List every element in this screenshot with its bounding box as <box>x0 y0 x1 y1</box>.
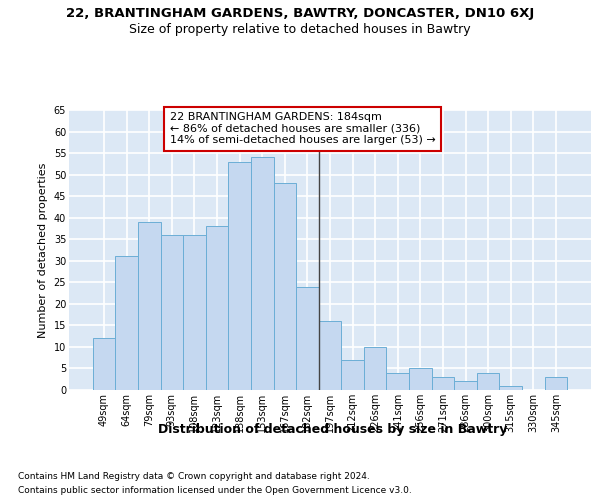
Bar <box>545 377 567 390</box>
Y-axis label: Number of detached properties: Number of detached properties <box>38 162 48 338</box>
Bar <box>454 382 477 390</box>
Bar <box>138 222 161 390</box>
Bar <box>386 373 409 390</box>
Bar <box>477 373 499 390</box>
Bar <box>251 158 274 390</box>
Text: Size of property relative to detached houses in Bawtry: Size of property relative to detached ho… <box>129 22 471 36</box>
Text: Distribution of detached houses by size in Bawtry: Distribution of detached houses by size … <box>158 422 508 436</box>
Bar <box>115 256 138 390</box>
Bar <box>183 235 206 390</box>
Bar <box>341 360 364 390</box>
Bar <box>319 321 341 390</box>
Bar <box>161 235 183 390</box>
Bar <box>274 183 296 390</box>
Bar <box>229 162 251 390</box>
Text: 22 BRANTINGHAM GARDENS: 184sqm
← 86% of detached houses are smaller (336)
14% of: 22 BRANTINGHAM GARDENS: 184sqm ← 86% of … <box>170 112 436 146</box>
Bar <box>364 347 386 390</box>
Bar <box>296 286 319 390</box>
Text: Contains HM Land Registry data © Crown copyright and database right 2024.: Contains HM Land Registry data © Crown c… <box>18 472 370 481</box>
Bar <box>93 338 115 390</box>
Text: Contains public sector information licensed under the Open Government Licence v3: Contains public sector information licen… <box>18 486 412 495</box>
Bar <box>409 368 431 390</box>
Text: 22, BRANTINGHAM GARDENS, BAWTRY, DONCASTER, DN10 6XJ: 22, BRANTINGHAM GARDENS, BAWTRY, DONCAST… <box>66 8 534 20</box>
Bar <box>206 226 229 390</box>
Bar <box>431 377 454 390</box>
Bar <box>499 386 522 390</box>
